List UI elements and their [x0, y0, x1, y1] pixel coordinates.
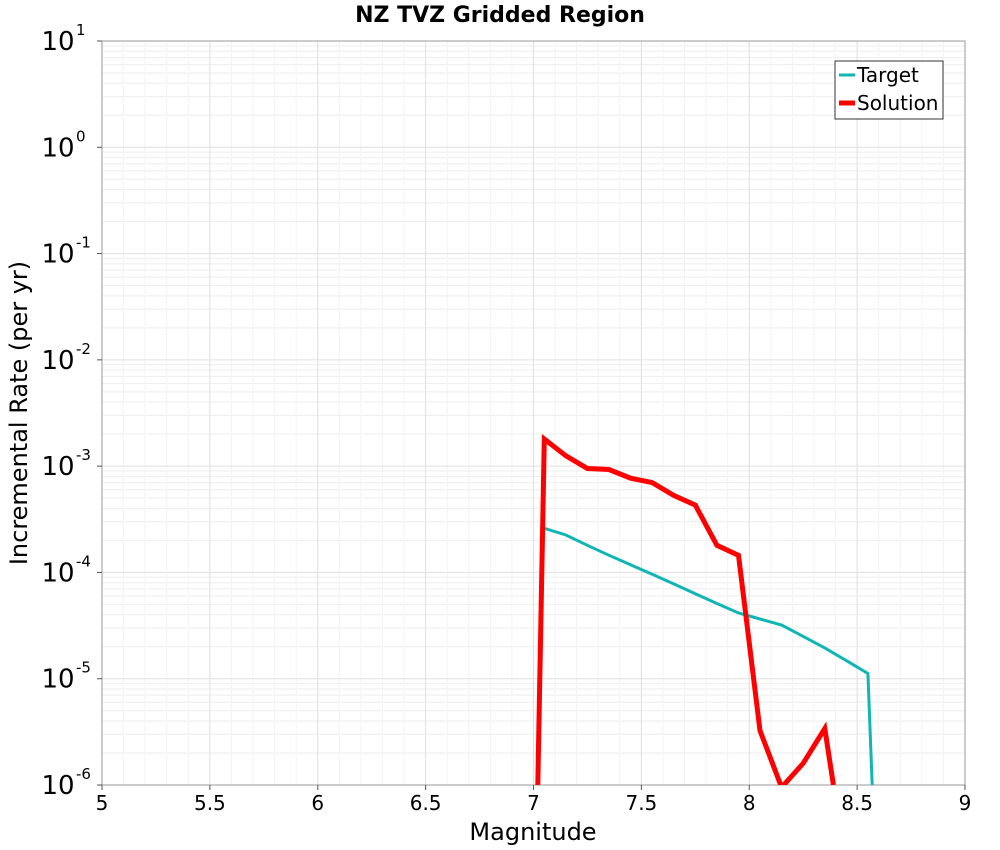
x-tick-label: 8.5 [841, 791, 873, 815]
y-tick-label: 10 [41, 346, 74, 376]
major-grid [101, 40, 966, 786]
y-tick-exponent: -2 [76, 340, 91, 358]
chart-title: NZ TVZ Gridded Region [355, 3, 645, 28]
x-tick-label: 9 [959, 791, 972, 815]
y-tick-label: 10 [41, 133, 74, 163]
x-axis: 5 5.5 6 6.5 7 7.5 8 8.5 9 [96, 785, 972, 815]
series-line-target [543, 526, 874, 785]
x-tick-label: 8 [743, 791, 756, 815]
y-tick-exponent: -4 [76, 552, 91, 570]
legend-label-target: Target [856, 63, 919, 87]
x-tick-label: 7 [527, 791, 540, 815]
y-tick-label: 10 [41, 240, 74, 270]
y-tick-exponent: -3 [76, 446, 91, 464]
y-tick-label: 10 [41, 558, 74, 588]
legend-label-solution: Solution [857, 91, 938, 115]
x-tick-label: 5.5 [194, 791, 226, 815]
series-line-solution [535, 433, 836, 785]
x-tick-label: 7.5 [625, 791, 657, 815]
y-tick-label: 10 [41, 452, 74, 482]
x-tick-label: 5 [96, 791, 109, 815]
y-tick-exponent: -5 [76, 659, 91, 677]
x-tick-label: 6.5 [410, 791, 442, 815]
x-axis-label: Magnitude [469, 818, 596, 846]
y-tick-label: 10 [41, 27, 74, 57]
y-tick-label: 10 [41, 665, 74, 695]
y-tick-exponent: -1 [76, 234, 91, 252]
y-axis-label: Incremental Rate (per yr) [5, 261, 33, 565]
y-tick-exponent: 1 [76, 21, 86, 39]
y-tick-exponent: 0 [76, 127, 86, 145]
series-layer [535, 433, 874, 785]
y-tick-exponent: -6 [76, 765, 91, 783]
y-tick-label: 10 [41, 771, 74, 801]
legend-box [834, 60, 944, 120]
legend: Target Solution [834, 60, 944, 120]
x-tick-label: 6 [311, 791, 324, 815]
